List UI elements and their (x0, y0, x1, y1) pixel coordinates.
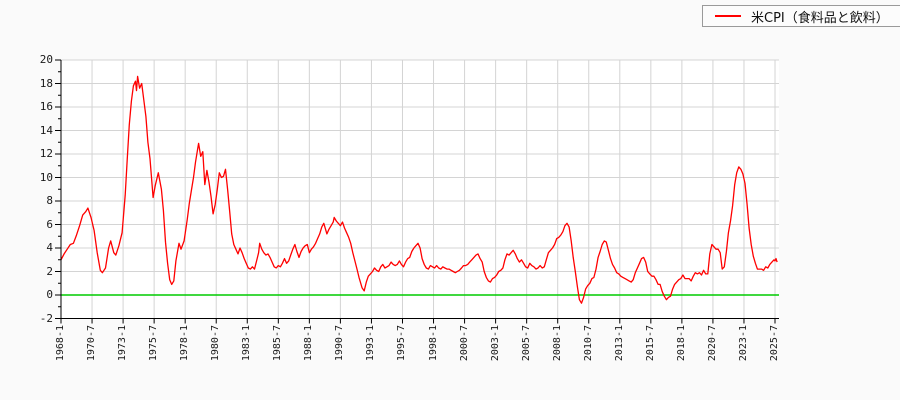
x-tick-label: 2013-1 (613, 324, 625, 361)
x-tick-label: 1993-1 (365, 324, 377, 361)
x-tick-label: 1998-1 (427, 324, 439, 361)
x-tick-label: 1975-7 (148, 324, 160, 361)
x-tick-label: 2015-7 (644, 324, 656, 361)
legend-line-icon (715, 15, 741, 17)
x-tick-label: 2010-7 (582, 324, 594, 361)
legend-label: 米CPI（食料品と飲料） (751, 10, 889, 26)
x-tick-label: 2023-1 (737, 324, 749, 361)
x-tick-label: 2000-7 (458, 324, 470, 361)
x-tick-label: 2008-1 (551, 324, 563, 361)
x-tick-label: 2025-7 (769, 324, 780, 361)
legend: 米CPI（食料品と飲料） (702, 5, 900, 27)
y-tick-label: 16 (39, 100, 53, 113)
x-tick-label: 1995-7 (396, 324, 408, 361)
y-tick-label: 6 (46, 217, 53, 231)
x-tick-label: 1973-1 (117, 324, 129, 361)
y-tick-label: -2 (39, 311, 53, 325)
x-tick-label: 1985-7 (272, 324, 284, 361)
x-tick-label: 1988-1 (303, 324, 315, 361)
y-tick-label: 14 (39, 123, 53, 137)
x-tick-label: 1978-1 (179, 324, 191, 361)
x-tick-label: 1980-7 (210, 324, 222, 361)
y-tick-label: 10 (39, 170, 53, 184)
x-tick-label: 1968-1 (55, 324, 66, 361)
plot-area (61, 60, 779, 319)
y-tick-label: 0 (46, 288, 53, 301)
x-tick-label: 2020-7 (706, 324, 718, 361)
x-tick-label: 2005-7 (520, 324, 532, 361)
x-tick-label: 1990-7 (334, 324, 346, 361)
cpi-series-line (60, 75, 778, 304)
x-tick-label: 1970-7 (86, 324, 98, 361)
x-tick-label: 1983-1 (241, 324, 253, 361)
y-tick-label: 20 (39, 53, 53, 66)
y-tick-label: 8 (46, 194, 53, 207)
x-tick-label: 2003-1 (489, 324, 501, 361)
y-tick-label: 4 (46, 241, 53, 254)
x-tick-label: 2018-1 (675, 324, 687, 361)
y-tick-label: 18 (39, 76, 53, 90)
y-tick-label: 2 (46, 264, 53, 278)
y-tick-label: 12 (39, 147, 53, 160)
